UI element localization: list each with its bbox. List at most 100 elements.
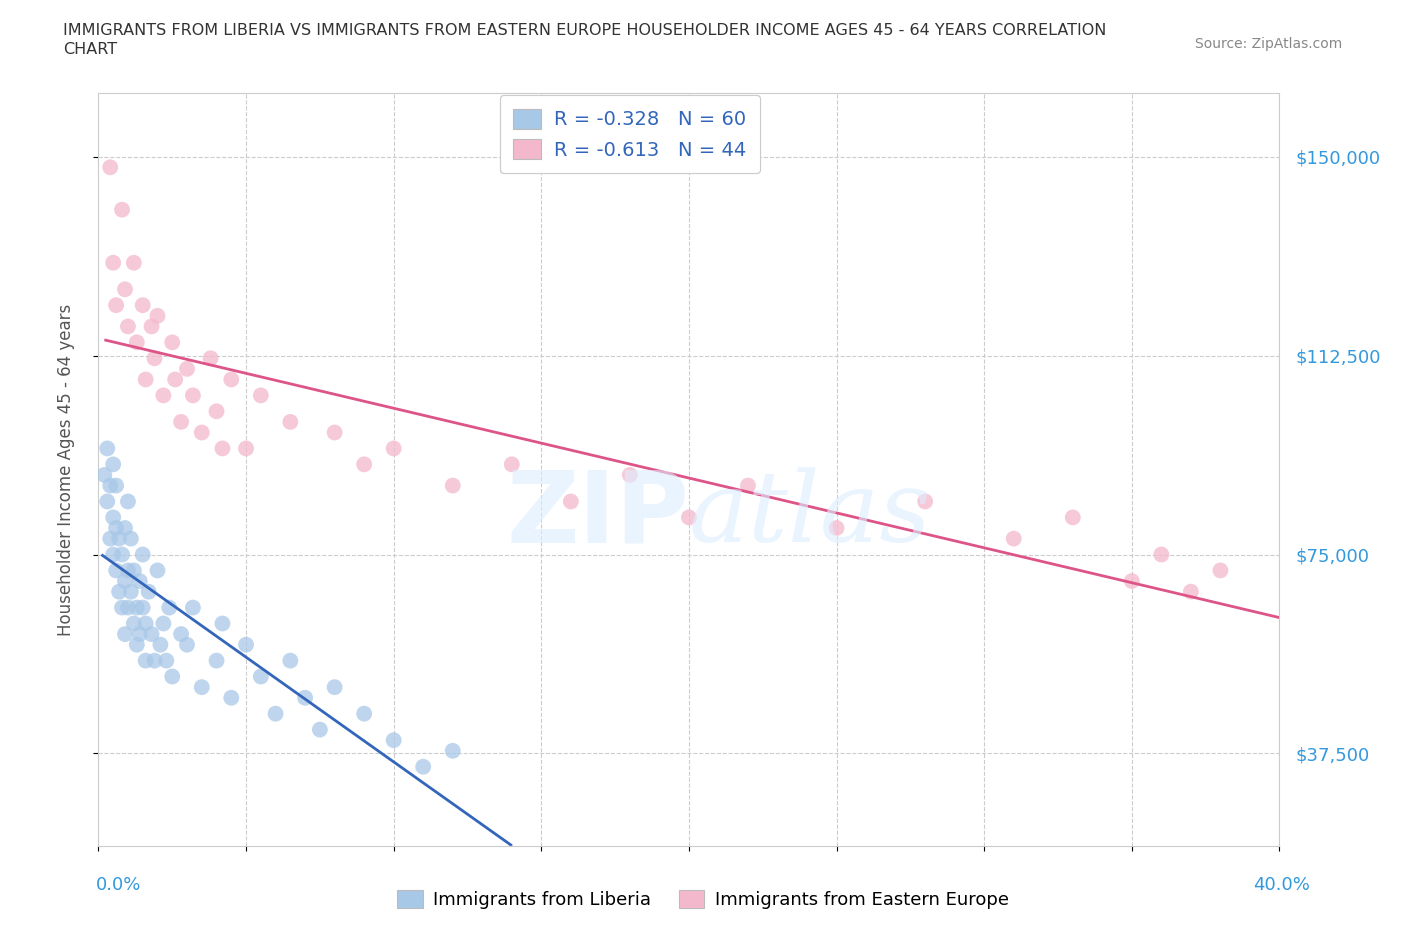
Point — [122, 256, 145, 271]
Text: CHART: CHART — [63, 42, 117, 57]
Point — [250, 669, 273, 684]
Point — [143, 653, 166, 668]
Point — [280, 415, 302, 430]
Point — [441, 743, 464, 758]
Point — [128, 574, 150, 589]
Point — [117, 563, 139, 578]
Point — [181, 388, 204, 403]
Point — [353, 706, 375, 721]
Point — [678, 510, 700, 525]
Point — [128, 627, 150, 642]
Point — [117, 600, 139, 615]
Point — [162, 669, 183, 684]
Point — [93, 468, 115, 483]
Point — [221, 372, 243, 387]
Point — [176, 637, 198, 652]
Point — [143, 351, 166, 365]
Point — [205, 653, 228, 668]
Point — [157, 600, 180, 615]
Point — [135, 653, 157, 668]
Point — [96, 441, 118, 456]
Point — [132, 547, 155, 562]
Point — [737, 478, 759, 493]
Point — [250, 388, 273, 403]
Point — [146, 309, 169, 324]
Point — [105, 298, 128, 312]
Point — [135, 372, 157, 387]
Point — [162, 335, 183, 350]
Point — [146, 563, 169, 578]
Point — [141, 319, 163, 334]
Point — [120, 531, 142, 546]
Point — [125, 600, 148, 615]
Point — [294, 690, 316, 705]
Point — [103, 457, 125, 472]
Point — [141, 627, 163, 642]
Point — [353, 457, 375, 472]
Point — [149, 637, 172, 652]
Point — [98, 478, 121, 493]
Point — [111, 547, 134, 562]
Point — [309, 723, 332, 737]
Point — [170, 415, 193, 430]
Point — [114, 574, 136, 589]
Point — [619, 468, 641, 483]
Text: atlas: atlas — [689, 467, 932, 563]
Point — [132, 298, 155, 312]
Point — [165, 372, 187, 387]
Legend: R = -0.328   N = 60, R = -0.613   N = 44: R = -0.328 N = 60, R = -0.613 N = 44 — [499, 95, 761, 173]
Point — [1062, 510, 1084, 525]
Point — [382, 733, 405, 748]
Point — [96, 494, 118, 509]
Point — [1121, 574, 1143, 589]
Point — [176, 362, 198, 377]
Point — [152, 616, 174, 631]
Point — [441, 478, 464, 493]
Point — [114, 627, 136, 642]
Point — [105, 478, 128, 493]
Point — [191, 680, 214, 695]
Point — [205, 404, 228, 418]
Point — [382, 441, 405, 456]
Point — [280, 653, 302, 668]
Point — [200, 351, 222, 365]
Point — [221, 690, 243, 705]
Point — [181, 600, 204, 615]
Text: IMMIGRANTS FROM LIBERIA VS IMMIGRANTS FROM EASTERN EUROPE HOUSEHOLDER INCOME AGE: IMMIGRANTS FROM LIBERIA VS IMMIGRANTS FR… — [63, 23, 1107, 38]
Point — [105, 521, 128, 536]
Text: 0.0%: 0.0% — [96, 876, 141, 895]
Point — [103, 547, 125, 562]
Point — [1002, 531, 1025, 546]
Point — [152, 388, 174, 403]
Point — [211, 616, 233, 631]
Point — [825, 521, 848, 536]
Point — [117, 494, 139, 509]
Point — [125, 637, 148, 652]
Point — [914, 494, 936, 509]
Point — [1150, 547, 1173, 562]
Point — [114, 282, 136, 297]
Point — [155, 653, 177, 668]
Point — [501, 457, 523, 472]
Point — [323, 425, 346, 440]
Point — [132, 600, 155, 615]
Point — [103, 510, 125, 525]
Point — [125, 335, 148, 350]
Point — [1209, 563, 1232, 578]
Point — [120, 584, 142, 599]
Point — [105, 563, 128, 578]
Point — [98, 160, 121, 175]
Point — [412, 759, 434, 774]
Point — [122, 563, 145, 578]
Text: Source: ZipAtlas.com: Source: ZipAtlas.com — [1195, 37, 1343, 51]
Point — [235, 441, 257, 456]
Legend: Immigrants from Liberia, Immigrants from Eastern Europe: Immigrants from Liberia, Immigrants from… — [389, 884, 1017, 916]
Point — [135, 616, 157, 631]
Text: 40.0%: 40.0% — [1254, 876, 1310, 895]
Point — [122, 616, 145, 631]
Point — [264, 706, 287, 721]
Point — [138, 584, 160, 599]
Point — [98, 531, 121, 546]
Point — [117, 319, 139, 334]
Point — [1180, 584, 1202, 599]
